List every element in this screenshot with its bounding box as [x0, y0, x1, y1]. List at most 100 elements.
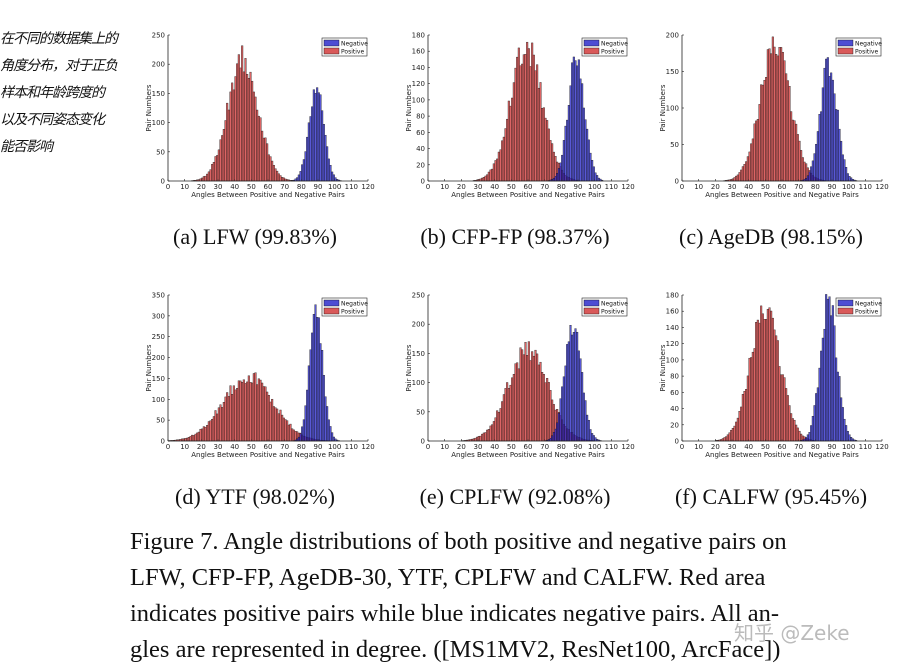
histogram-bar-negative	[589, 152, 592, 182]
histogram-bar-positive	[793, 120, 796, 182]
histogram-bar-negative	[331, 432, 334, 442]
histogram-bar-positive	[504, 388, 507, 442]
legend-label-negative: Negative	[855, 301, 882, 308]
histogram-bar-negative	[309, 116, 312, 182]
y-tick-label: 100	[412, 96, 425, 104]
x-tick-label: 100	[328, 443, 341, 451]
histogram-bar-negative	[843, 159, 846, 182]
y-tick-label: 0	[675, 438, 679, 446]
histogram-bar-positive	[241, 382, 244, 442]
histogram-bar-negative	[592, 166, 595, 182]
histogram-bar-negative	[836, 371, 839, 442]
histogram-bar-positive	[209, 420, 212, 442]
histogram-bar-positive	[517, 368, 520, 442]
histogram-bar-negative	[825, 294, 828, 442]
histogram-bar-positive	[740, 406, 743, 442]
y-tick-label: 100	[666, 105, 679, 113]
y-tick-label: 100	[666, 356, 679, 364]
histogram-bar-positive	[780, 47, 783, 182]
histogram-bar-negative	[559, 162, 562, 182]
chart-c: 0 10 20 30 40 50 60 70 80 90 100 110 120 0 50 100 150 200…	[654, 30, 894, 205]
histogram-bar-negative	[562, 376, 565, 442]
x-tick-label: 40	[490, 443, 499, 451]
histogram-bar-positive	[241, 45, 244, 182]
histogram-bar-positive	[516, 362, 519, 442]
histogram-bar-negative	[813, 405, 816, 442]
histogram-bar-positive	[246, 381, 249, 442]
histogram-bar-negative	[823, 67, 826, 182]
histogram-bar-positive	[187, 437, 190, 442]
histogram-bar-positive	[487, 171, 490, 182]
histogram-bar-negative	[567, 105, 570, 182]
histogram-bar-positive	[236, 388, 239, 442]
histogram-bar-positive	[532, 54, 535, 182]
legend-label-positive: Positive	[855, 49, 878, 56]
histogram-bar-negative	[806, 434, 809, 442]
histogram-bar-negative	[559, 398, 562, 442]
x-tick-label: 30	[474, 443, 483, 451]
x-tick-label: 20	[197, 443, 206, 451]
histogram-bar-positive	[738, 411, 741, 442]
x-tick-label: 10	[440, 183, 449, 191]
histogram-bar-positive	[481, 177, 484, 182]
histogram-bar-negative	[319, 94, 322, 182]
histogram-bar-negative	[329, 426, 332, 442]
histogram-bar-negative	[557, 412, 560, 442]
histogram-bar-negative	[321, 350, 324, 442]
histogram-bar-positive	[214, 156, 217, 182]
x-axis-label: Angles Between Positive and Negative Pai…	[705, 451, 859, 459]
x-tick-label: 70	[280, 443, 289, 451]
histogram-bar-positive	[740, 169, 743, 182]
histogram-bar-positive	[192, 435, 195, 442]
y-tick-label: 160	[666, 308, 679, 316]
histogram-bar-negative	[311, 332, 314, 442]
histogram-bar-positive	[281, 414, 284, 442]
histogram-bar-negative	[811, 415, 814, 442]
histogram-bar-positive	[781, 374, 784, 442]
chart-d: 0 10 20 30 40 50 60 70 80 90 100 110 120 0 50 100 150 200…	[140, 290, 380, 465]
chart-svg: 0 10 20 30 40 50 60 70 80 90 100 110 120020406080100…	[659, 292, 889, 460]
histogram-bar-positive	[487, 429, 490, 442]
y-tick-label: 50	[670, 141, 679, 149]
y-tick-label: 40	[670, 405, 679, 413]
chart-a: 0 10 20 30 40 50 60 70 80 90 100 110 120 0 50 100 150 200…	[140, 30, 380, 205]
histogram-bar-positive	[229, 91, 232, 182]
x-tick-label: 30	[214, 183, 223, 191]
histogram-bar-positive	[274, 168, 277, 182]
histogram-bar-negative	[317, 317, 320, 442]
histogram-bar-positive	[232, 89, 235, 182]
histogram-bar-negative	[579, 358, 582, 442]
histogram-bar-negative	[825, 58, 828, 182]
x-tick-label: 110	[345, 183, 358, 191]
histogram-bar-negative	[309, 349, 312, 442]
histogram-bar-positive	[242, 379, 245, 442]
histogram-bar-negative	[297, 174, 300, 182]
histogram-bar-positive	[497, 151, 500, 182]
histogram-bar-negative	[586, 128, 589, 182]
legend-swatch-positive	[583, 307, 600, 315]
histogram-bar-negative	[577, 350, 580, 442]
y-tick-label: 140	[412, 64, 425, 72]
histogram-bar-negative	[329, 165, 332, 182]
x-tick-label: 40	[490, 183, 499, 191]
x-tick-label: 80	[557, 443, 566, 451]
chart-svg: 0 10 20 30 40 50 60 70 80 90 100 110 120 0 50 100 150 200…	[145, 32, 375, 200]
histogram-bar-positive	[204, 426, 207, 442]
x-tick-label: 10	[180, 183, 189, 191]
histogram-bar-positive	[206, 173, 209, 182]
histogram-bar-positive	[785, 388, 788, 442]
histogram-bar-negative	[584, 400, 587, 442]
histogram-bar-positive	[534, 70, 537, 182]
legend-label-positive: Positive	[855, 309, 878, 316]
histogram-bar-positive	[800, 150, 803, 182]
x-tick-label: 10	[440, 443, 449, 451]
histogram-bar-positive	[766, 309, 769, 442]
y-axis-label: Pair Numbers	[659, 84, 667, 131]
histogram-bar-positive	[244, 383, 247, 442]
histogram-bar-positive	[232, 385, 235, 442]
y-tick-label: 180	[412, 32, 425, 40]
y-tick-label: 120	[412, 80, 425, 88]
x-tick-label: 70	[540, 443, 549, 451]
legend-label-positive: Positive	[341, 309, 364, 316]
histogram-bar-negative	[304, 151, 307, 182]
